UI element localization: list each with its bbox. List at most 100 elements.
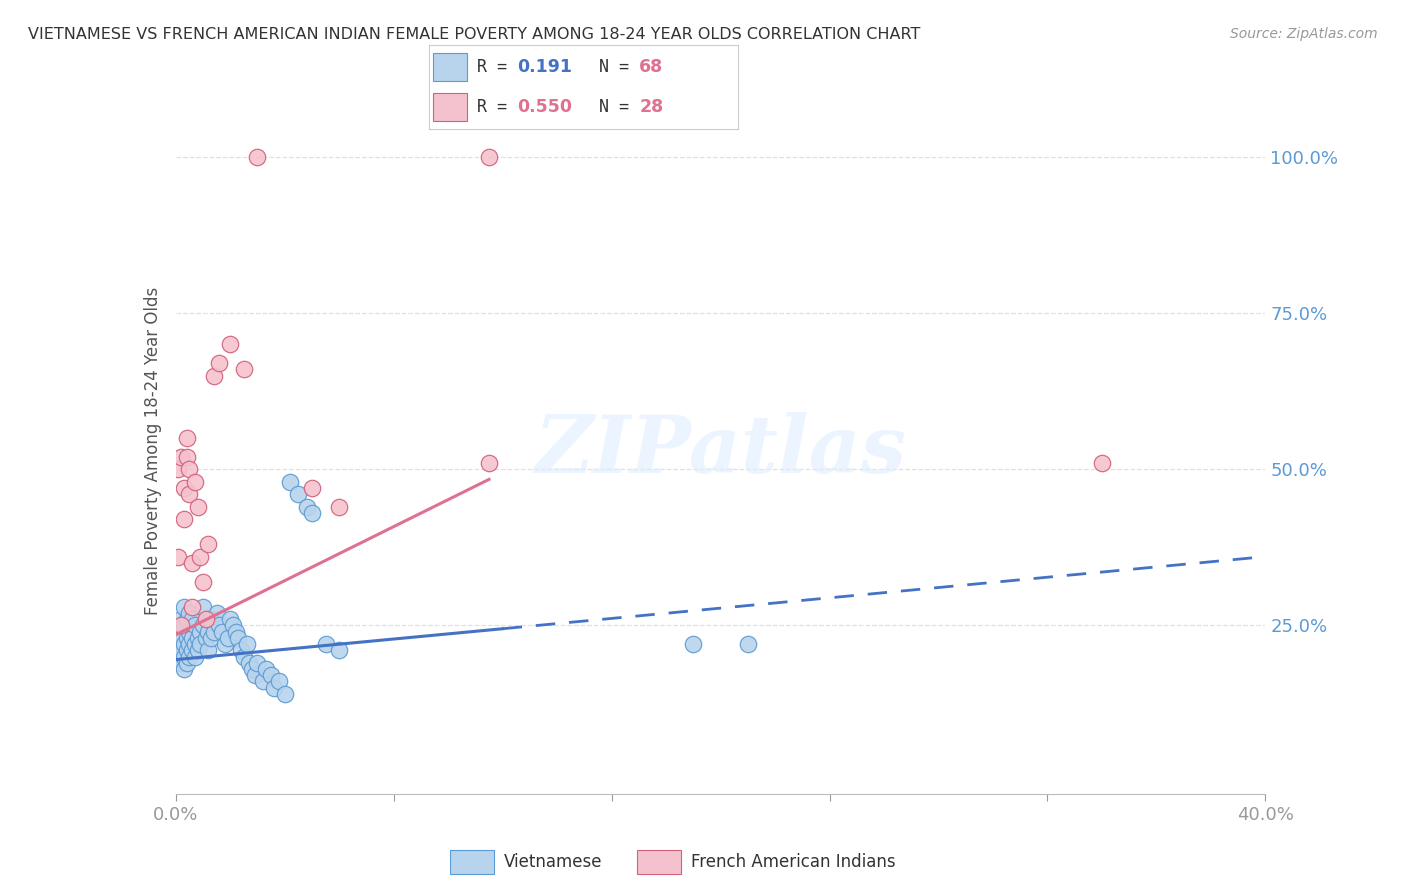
Point bbox=[176, 631, 198, 645]
Point bbox=[191, 599, 214, 614]
Point bbox=[167, 462, 190, 476]
Point bbox=[235, 637, 257, 651]
Point bbox=[181, 631, 204, 645]
Point bbox=[173, 618, 195, 632]
FancyBboxPatch shape bbox=[433, 54, 467, 80]
Point bbox=[170, 643, 193, 657]
Point bbox=[200, 631, 222, 645]
Point bbox=[225, 624, 247, 639]
Text: 28: 28 bbox=[640, 98, 664, 116]
Text: VIETNAMESE VS FRENCH AMERICAN INDIAN FEMALE POVERTY AMONG 18-24 YEAR OLDS CORREL: VIETNAMESE VS FRENCH AMERICAN INDIAN FEM… bbox=[28, 27, 921, 42]
Point bbox=[682, 637, 704, 651]
Point bbox=[176, 643, 198, 657]
Point bbox=[176, 656, 198, 670]
Point bbox=[214, 637, 236, 651]
Point bbox=[202, 624, 225, 639]
Point bbox=[173, 481, 195, 495]
Point bbox=[173, 512, 195, 526]
Point bbox=[252, 674, 274, 689]
Point bbox=[170, 631, 193, 645]
Point bbox=[301, 481, 323, 495]
Point bbox=[186, 643, 209, 657]
Point bbox=[238, 656, 260, 670]
Point bbox=[173, 662, 195, 676]
Point bbox=[188, 637, 211, 651]
Point bbox=[217, 631, 239, 645]
Text: R =: R = bbox=[477, 58, 517, 76]
Point bbox=[170, 618, 193, 632]
Point bbox=[176, 431, 198, 445]
Point bbox=[200, 612, 222, 626]
Point bbox=[179, 462, 201, 476]
Point bbox=[194, 612, 217, 626]
Point bbox=[222, 618, 245, 632]
Point bbox=[315, 637, 337, 651]
Point bbox=[278, 475, 301, 489]
Point bbox=[211, 624, 233, 639]
FancyBboxPatch shape bbox=[637, 850, 682, 873]
Point bbox=[176, 450, 198, 464]
Point bbox=[167, 649, 190, 664]
Point bbox=[176, 612, 198, 626]
Point bbox=[478, 150, 501, 164]
Point bbox=[202, 368, 225, 383]
Text: Source: ZipAtlas.com: Source: ZipAtlas.com bbox=[1230, 27, 1378, 41]
Point bbox=[232, 649, 254, 664]
Point bbox=[208, 356, 231, 370]
Point bbox=[228, 631, 250, 645]
Point bbox=[173, 649, 195, 664]
Point bbox=[184, 637, 207, 651]
Text: French American Indians: French American Indians bbox=[692, 853, 896, 871]
Text: 0.550: 0.550 bbox=[517, 98, 572, 116]
Point bbox=[167, 549, 190, 564]
Point bbox=[170, 612, 193, 626]
Point bbox=[328, 643, 350, 657]
Point bbox=[191, 574, 214, 589]
Point bbox=[478, 456, 501, 470]
Point bbox=[188, 549, 211, 564]
Point bbox=[301, 506, 323, 520]
Point bbox=[167, 624, 190, 639]
Point bbox=[188, 624, 211, 639]
Point bbox=[197, 624, 219, 639]
Point bbox=[179, 606, 201, 620]
Point bbox=[186, 631, 209, 645]
Text: Vietnamese: Vietnamese bbox=[503, 853, 603, 871]
Text: N =: N = bbox=[599, 98, 638, 116]
Point bbox=[263, 681, 285, 695]
Text: 68: 68 bbox=[640, 58, 664, 76]
Point bbox=[173, 599, 195, 614]
Point bbox=[1091, 456, 1114, 470]
Point bbox=[240, 662, 263, 676]
Point bbox=[219, 612, 242, 626]
Point bbox=[295, 500, 318, 514]
Point bbox=[170, 450, 193, 464]
Point bbox=[179, 624, 201, 639]
Text: N =: N = bbox=[599, 58, 638, 76]
Point bbox=[197, 643, 219, 657]
Point bbox=[186, 500, 209, 514]
Point bbox=[191, 618, 214, 632]
Text: ZIPatlas: ZIPatlas bbox=[534, 412, 907, 489]
Point bbox=[181, 599, 204, 614]
Text: 0.191: 0.191 bbox=[517, 58, 572, 76]
Point bbox=[184, 475, 207, 489]
Point bbox=[194, 631, 217, 645]
Point bbox=[219, 337, 242, 351]
Point bbox=[254, 662, 277, 676]
Point bbox=[269, 674, 291, 689]
Point bbox=[179, 487, 201, 501]
Point bbox=[205, 606, 228, 620]
Point bbox=[243, 668, 266, 682]
Point bbox=[208, 618, 231, 632]
Point bbox=[179, 637, 201, 651]
Point bbox=[232, 362, 254, 376]
Point bbox=[181, 556, 204, 570]
Point bbox=[287, 487, 309, 501]
Text: R =: R = bbox=[477, 98, 517, 116]
Point bbox=[167, 637, 190, 651]
Point bbox=[328, 500, 350, 514]
Point bbox=[181, 643, 204, 657]
Point bbox=[274, 687, 297, 701]
Point bbox=[231, 643, 253, 657]
